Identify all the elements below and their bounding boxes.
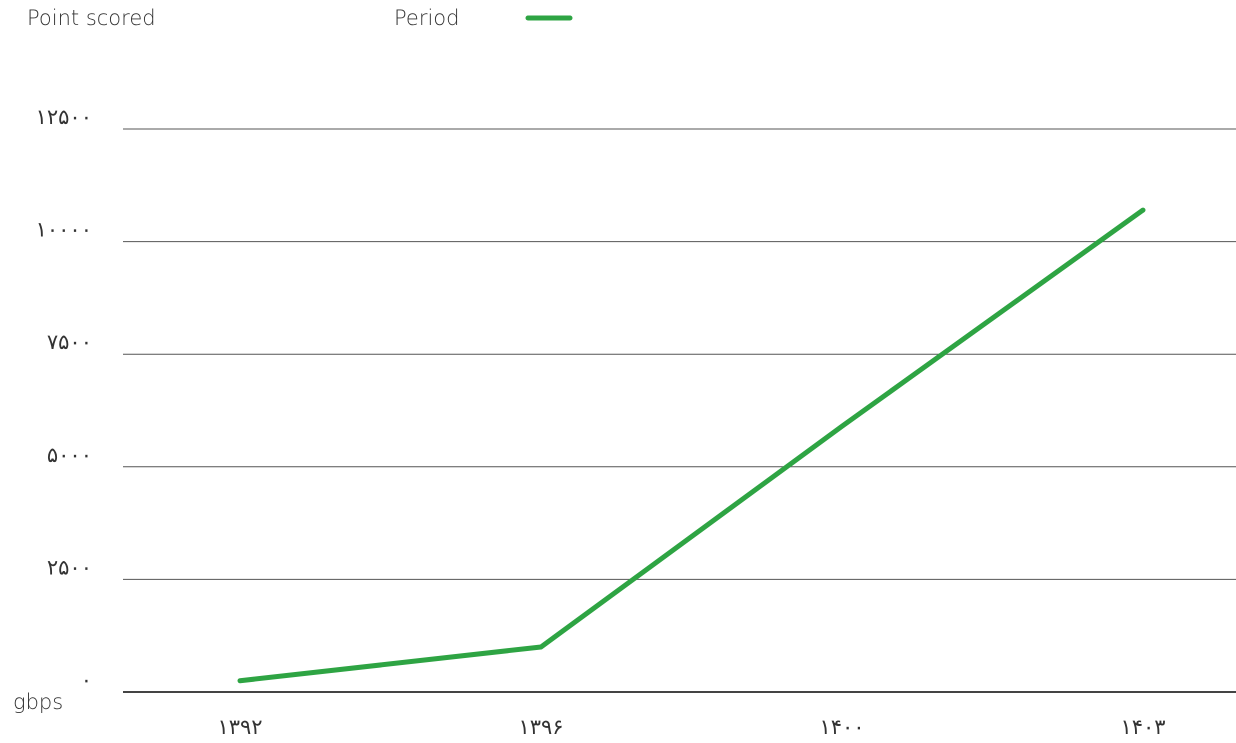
y-tick-label: ۷۵۰۰ — [47, 330, 92, 354]
y-tick-label: ۱۲۵۰۰ — [36, 105, 92, 129]
x-tick-label: ۱۴۰۳ — [1120, 715, 1165, 739]
y-tick-label: ۵۰۰۰ — [47, 443, 92, 467]
line-series — [237, 207, 1146, 684]
x-tick-label: ۱۳۹۲ — [217, 715, 262, 739]
chart-title: Point scored — [27, 6, 156, 30]
y-tick-label: ۱۰۰۰۰ — [36, 218, 92, 242]
x-tick-label: ۱۳۹۶ — [518, 715, 563, 739]
y-axis-label: gbps — [13, 690, 63, 714]
y-tick-label: ۰ — [81, 668, 92, 692]
x-tick-label: ۱۴۰۰ — [819, 715, 864, 739]
legend-label: Period — [394, 6, 459, 30]
y-tick-label: ۲۵۰۰ — [47, 555, 92, 579]
